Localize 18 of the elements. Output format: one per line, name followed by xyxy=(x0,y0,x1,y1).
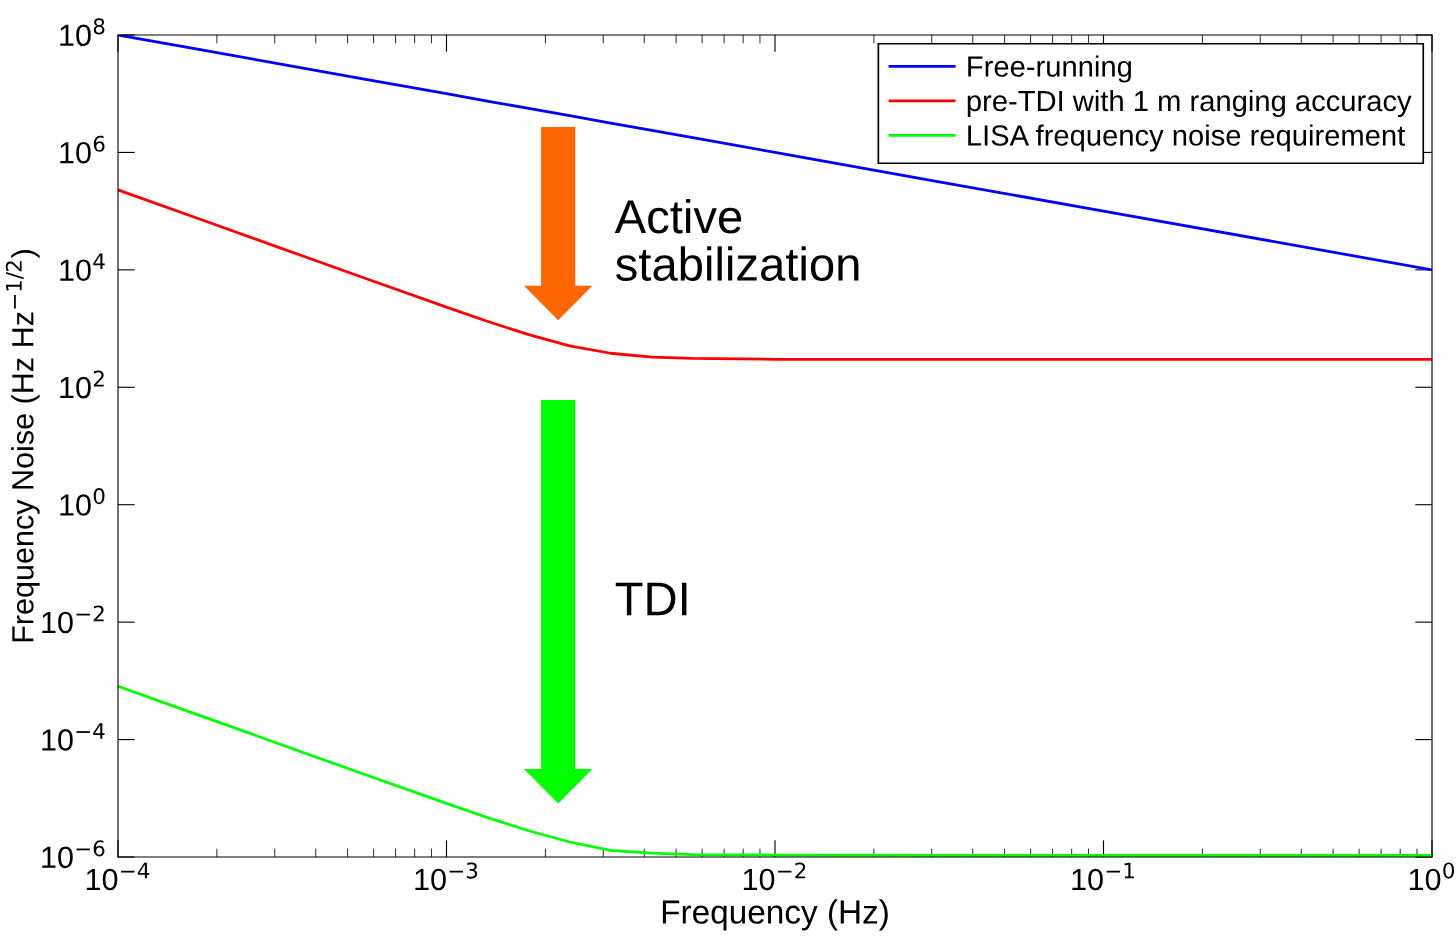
y-tick-label: 10$^{6}$ xyxy=(60,135,105,164)
y-tick-label: 10$^{8}$ xyxy=(60,18,105,47)
legend-label: pre-TDI with 1 m ranging accuracy xyxy=(967,89,1412,118)
x-tick-label: 10$^{−3}$ xyxy=(415,862,478,891)
y-tick-label: 10$^{2}$ xyxy=(60,370,104,399)
x-axis-title: Frequency (Hz) xyxy=(662,899,888,931)
x-tick-label: 10$^{−2}$ xyxy=(743,862,806,891)
y-axis-title: Frequency Noise (Hz Hz$^{−1/2}$) xyxy=(5,250,40,642)
x-tick-label: 10$^{−1}$ xyxy=(1072,862,1134,891)
legend-label: Free-running xyxy=(968,55,1131,83)
legend-label: LISA frequency noise requirement xyxy=(968,124,1406,152)
y-tick-label: 10$^{−4}$ xyxy=(42,723,105,751)
annotation: TDI xyxy=(615,582,687,616)
y-tick-label: 10$^{4}$ xyxy=(60,253,105,282)
y-tick-label: 10$^{0}$ xyxy=(60,487,105,516)
annotation: Active stabilization xyxy=(614,198,859,282)
x-tick-label: 10$^{0}$ xyxy=(1409,862,1455,891)
y-tick-label: 10$^{−2}$ xyxy=(42,605,104,634)
